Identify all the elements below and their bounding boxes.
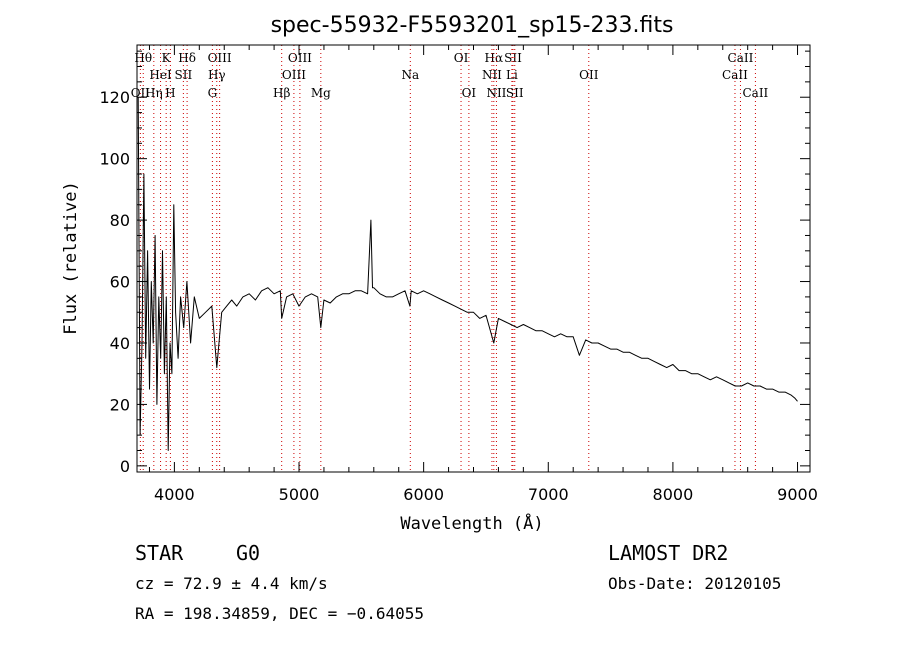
plot-frame [136,44,811,473]
line-marker-label: K [162,51,172,65]
line-marker-label: CaII [728,51,754,65]
y-tick-label: 20 [110,395,130,414]
line-marker-label: OIII [282,68,306,82]
line-marker-label: NII [482,68,502,82]
line-marker-label: Hη [145,86,163,100]
x-tick-label: 5000 [279,485,320,504]
line-marker-label: OI [462,86,477,100]
y-tick-label: 120 [99,88,130,107]
y-axis-label: Flux (relative) [61,181,81,335]
line-marker-label: H [165,86,175,100]
redshift-velocity: cz = 72.9 ± 4.4 km/s [135,574,328,593]
line-marker-label: G [208,86,218,100]
x-tick-label: 7000 [528,485,569,504]
object-subclass: G0 [236,541,260,565]
x-tick-label: 4000 [154,485,195,504]
line-marker-label: SII [175,68,193,82]
object-class: STAR [135,541,184,565]
line-marker-label: Hβ [273,86,290,100]
line-marker-label: Mg [311,86,331,100]
line-marker-label: OI [454,51,469,65]
chart-title: spec-55932-F5593201_sp15-233.fits [271,13,674,38]
x-tick-label: 6000 [403,485,444,504]
spectrum-series [137,97,798,451]
y-tick-label: 40 [110,334,130,353]
y-tick-label: 100 [99,150,130,169]
line-marker-label: OIII [208,51,232,65]
observation-date: Obs-Date: 20120105 [608,574,781,593]
line-marker-label: OII [131,86,151,100]
x-axis-label: Wavelength (Å) [400,512,543,534]
line-marker-label: Hδ [178,51,196,65]
line-marker-label: OII [579,68,599,82]
line-marker-label: SII [504,51,522,65]
y-tick-label: 80 [110,211,130,230]
line-marker-label: OIII [288,51,312,65]
line-marker-label: HeI [149,68,172,82]
x-tick-label: 9000 [777,485,818,504]
x-tick-label: 8000 [653,485,694,504]
line-marker-label: CaII [722,68,748,82]
line-marker-label: Li [506,68,518,82]
axis-ticks: 4000 5000 6000 7000 8000 9000 0 20 40 60 80 100 120 [99,45,818,504]
line-marker-label: CaII [742,86,768,100]
line-marker-label: Hθ [134,51,152,65]
y-tick-label: 0 [120,457,130,476]
sky-coordinates: RA = 198.34859, DEC = −0.64055 [135,604,424,623]
spectrum-line [137,97,798,451]
line-marker-label: Na [401,68,419,82]
survey-name: LAMOST DR2 [608,541,728,565]
line-marker-label: NII [486,86,506,100]
line-marker-label: SII [506,86,524,100]
y-tick-label: 60 [110,273,130,292]
line-marker-label: Hγ [208,68,226,82]
line-marker-label: Hα [485,51,504,65]
